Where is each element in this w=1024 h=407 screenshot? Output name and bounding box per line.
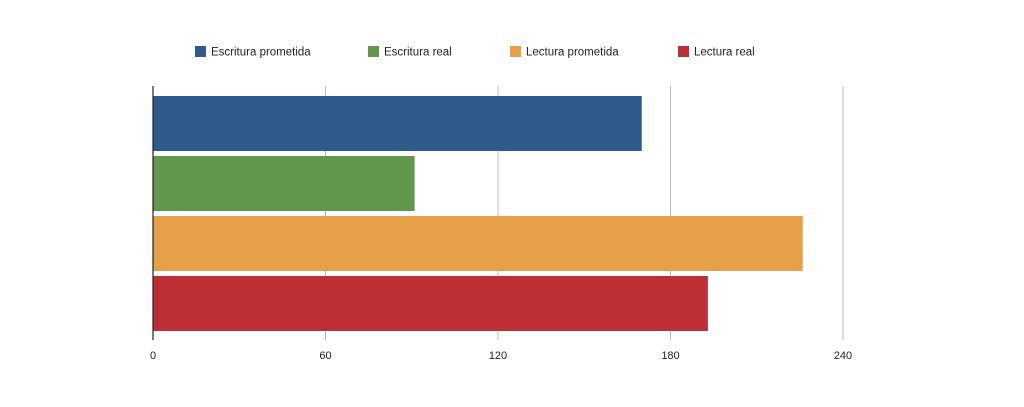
legend-label-1: Escritura real bbox=[384, 47, 452, 59]
bar-2 bbox=[153, 216, 803, 271]
x-tick-label-0: 0 bbox=[150, 350, 156, 362]
bars bbox=[153, 96, 803, 331]
legend-label-2: Lectura prometida bbox=[526, 47, 619, 59]
bar-0 bbox=[153, 96, 642, 151]
x-tick-label-120: 120 bbox=[489, 350, 507, 362]
x-axis-ticks: 0 60 120 180 240 bbox=[150, 350, 852, 362]
bar-3 bbox=[153, 276, 708, 331]
legend-swatch-1 bbox=[368, 46, 379, 57]
legend-label-0: Escritura prometida bbox=[211, 47, 311, 59]
legend-swatch-3 bbox=[678, 46, 689, 57]
legend-item-2: Lectura prometida bbox=[510, 46, 619, 59]
x-tick-label-240: 240 bbox=[834, 350, 852, 362]
x-tick-label-180: 180 bbox=[661, 350, 679, 362]
legend-swatch-0 bbox=[195, 46, 206, 57]
legend-item-3: Lectura real bbox=[678, 46, 755, 59]
bar-1 bbox=[153, 156, 415, 211]
legend-label-3: Lectura real bbox=[694, 47, 755, 59]
legend-item-1: Escritura real bbox=[368, 46, 452, 59]
x-tick-label-60: 60 bbox=[319, 350, 331, 362]
legend-item-0: Escritura prometida bbox=[195, 46, 311, 59]
legend-swatch-2 bbox=[510, 46, 521, 57]
legend: Escritura prometida Escritura real Lectura… bbox=[195, 46, 755, 59]
